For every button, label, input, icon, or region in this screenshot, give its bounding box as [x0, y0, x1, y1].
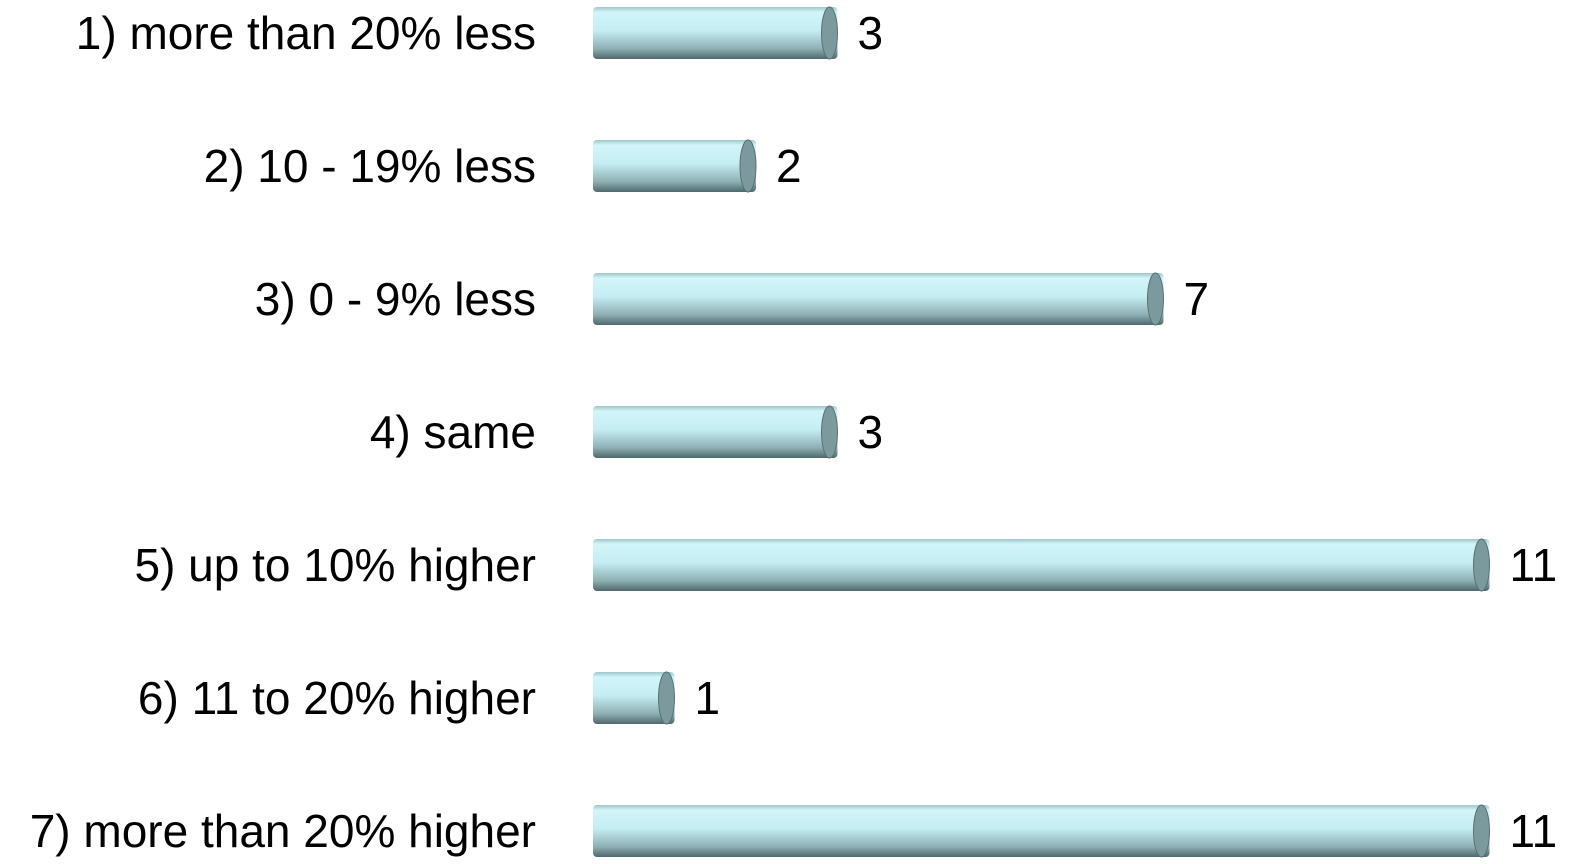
category-label: 1) more than 20% less: [76, 7, 536, 59]
bar-end-cap: [1473, 804, 1490, 858]
bar: [593, 671, 675, 725]
bar-body: [593, 273, 1164, 325]
bar-body: [593, 406, 838, 458]
bar: [593, 272, 1164, 326]
bar-body: [593, 7, 838, 59]
value-label: 3: [858, 406, 884, 458]
value-label: 7: [1184, 273, 1210, 325]
bar: [593, 6, 838, 60]
bar-end-cap: [1147, 272, 1164, 326]
bar-body: [593, 140, 756, 192]
bar: [593, 139, 757, 193]
category-label: 3) 0 - 9% less: [255, 273, 536, 325]
category-label: 6) 11 to 20% higher: [138, 672, 536, 724]
bar-body: [593, 805, 1490, 857]
value-label: 1: [695, 672, 721, 724]
category-label: 5) up to 10% higher: [135, 539, 537, 591]
bar: [593, 405, 838, 459]
bar-end-cap: [739, 139, 757, 193]
bar: [593, 538, 1490, 592]
bar-end-cap: [658, 671, 675, 725]
value-label: 2: [776, 140, 802, 192]
bar-body: [593, 539, 1490, 591]
bar-end-cap: [1473, 538, 1490, 592]
bar-end-cap: [821, 405, 838, 459]
category-label: 7) more than 20% higher: [30, 805, 536, 857]
category-label: 2) 10 - 19% less: [204, 140, 536, 192]
category-label: 4) same: [370, 406, 536, 458]
bar: [593, 804, 1490, 858]
value-label: 3: [858, 7, 884, 59]
bar-end-cap: [821, 6, 838, 60]
value-label: 11: [1510, 805, 1558, 857]
bar-body: [593, 672, 675, 724]
value-label: 11: [1510, 539, 1558, 591]
